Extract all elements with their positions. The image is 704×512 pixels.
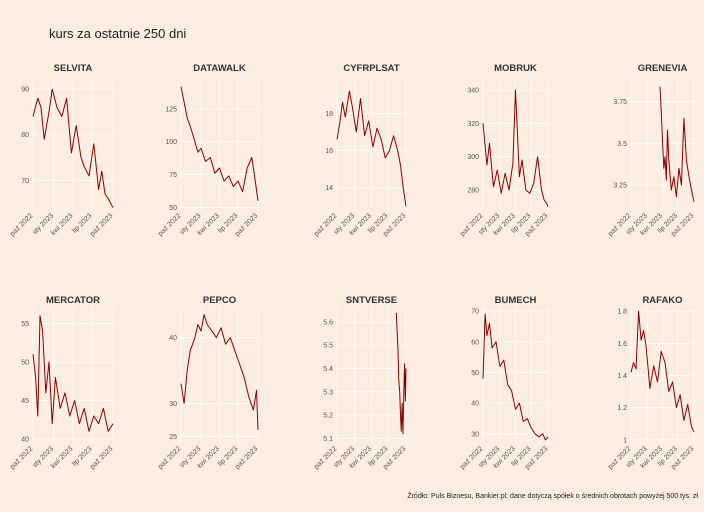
series-line-selvita bbox=[32, 88, 114, 208]
y-tick-label: 80 bbox=[21, 132, 29, 139]
x-tick-label: paź 2023 bbox=[89, 445, 114, 470]
series-line-sntverse bbox=[395, 312, 407, 435]
y-tick-label: 5.1 bbox=[323, 436, 333, 443]
series-line-bumech bbox=[482, 313, 549, 441]
y-tick-label: 5.3 bbox=[323, 389, 333, 396]
panel-title: MERCATOR bbox=[46, 295, 100, 306]
y-tick-label: 18 bbox=[325, 111, 333, 118]
y-tick-label: 1 bbox=[623, 437, 627, 444]
x-tick-label: paź 2022 bbox=[157, 212, 182, 237]
y-tick-label: 45 bbox=[21, 398, 29, 405]
y-tick-label: 100 bbox=[165, 139, 177, 146]
y-tick-label: 30 bbox=[169, 401, 177, 408]
y-tick-label: 5.2 bbox=[323, 413, 333, 420]
y-tick-label: 5.4 bbox=[323, 366, 333, 373]
y-tick-label: 340 bbox=[467, 88, 479, 95]
y-tick-label: 30 bbox=[471, 431, 479, 438]
panel-title: GRENEVIA bbox=[638, 63, 688, 74]
series-line-mobruk bbox=[482, 89, 549, 207]
panel-title: CYFRPLSAT bbox=[343, 63, 399, 74]
series-line-cyfrplsat bbox=[336, 90, 407, 207]
y-tick-label: 70 bbox=[21, 178, 29, 185]
x-tick-label: paź 2023 bbox=[89, 212, 114, 237]
y-tick-label: 1.2 bbox=[617, 405, 627, 412]
y-tick-label: 40 bbox=[471, 401, 479, 408]
y-tick-label: 16 bbox=[325, 148, 333, 155]
series-line-pepco bbox=[180, 314, 259, 430]
y-tick-label: 5.5 bbox=[323, 343, 333, 350]
y-tick-label: 14 bbox=[325, 185, 333, 192]
y-tick-label: 50 bbox=[471, 370, 479, 377]
source-note: Źródło: Puls Biznesu, Bankier.pl; dane d… bbox=[407, 493, 698, 500]
y-tick-label: 300 bbox=[467, 154, 479, 161]
panel-title: DATAWALK bbox=[193, 63, 246, 74]
y-tick-label: 3.75 bbox=[613, 99, 627, 106]
y-tick-label: 280 bbox=[467, 188, 479, 195]
y-tick-label: 50 bbox=[169, 205, 177, 212]
panel-title: SELVITA bbox=[54, 63, 93, 74]
y-tick-label: 50 bbox=[21, 360, 29, 367]
y-tick-label: 55 bbox=[21, 321, 29, 328]
panel-title: PEPCO bbox=[203, 295, 236, 306]
y-tick-label: 40 bbox=[169, 335, 177, 342]
y-tick-label: 5.6 bbox=[323, 319, 333, 326]
series-line-datawalk bbox=[180, 86, 259, 201]
y-tick-label: 1.8 bbox=[617, 309, 627, 316]
panel-title: MOBRUK bbox=[494, 63, 537, 74]
y-tick-label: 70 bbox=[471, 309, 479, 316]
x-tick-label: paź 2022 bbox=[9, 445, 34, 470]
x-tick-label: paź 2022 bbox=[9, 212, 34, 237]
y-tick-label: 3.25 bbox=[613, 183, 627, 190]
panel-title: RAFAKO bbox=[642, 295, 682, 306]
y-tick-label: 25 bbox=[169, 434, 177, 441]
y-tick-label: 40 bbox=[21, 437, 29, 444]
y-tick-label: 90 bbox=[21, 87, 29, 94]
y-tick-label: 1.6 bbox=[617, 341, 627, 348]
y-tick-label: 60 bbox=[471, 339, 479, 346]
y-tick-label: 320 bbox=[467, 121, 479, 128]
y-tick-label: 3.5 bbox=[617, 141, 627, 148]
chart-title: kurs za ostatnie 250 dni bbox=[49, 26, 187, 41]
y-tick-label: 1.4 bbox=[617, 373, 627, 380]
x-tick-label: paź 2022 bbox=[157, 445, 182, 470]
panel-title: BUMECH bbox=[495, 295, 537, 306]
y-tick-label: 125 bbox=[165, 106, 177, 113]
series-line-rafako bbox=[630, 310, 695, 433]
panel-title: SNTVERSE bbox=[346, 295, 397, 306]
series-line-mercator bbox=[32, 315, 114, 432]
series-line-grenevia bbox=[659, 86, 695, 202]
y-tick-label: 75 bbox=[169, 172, 177, 179]
